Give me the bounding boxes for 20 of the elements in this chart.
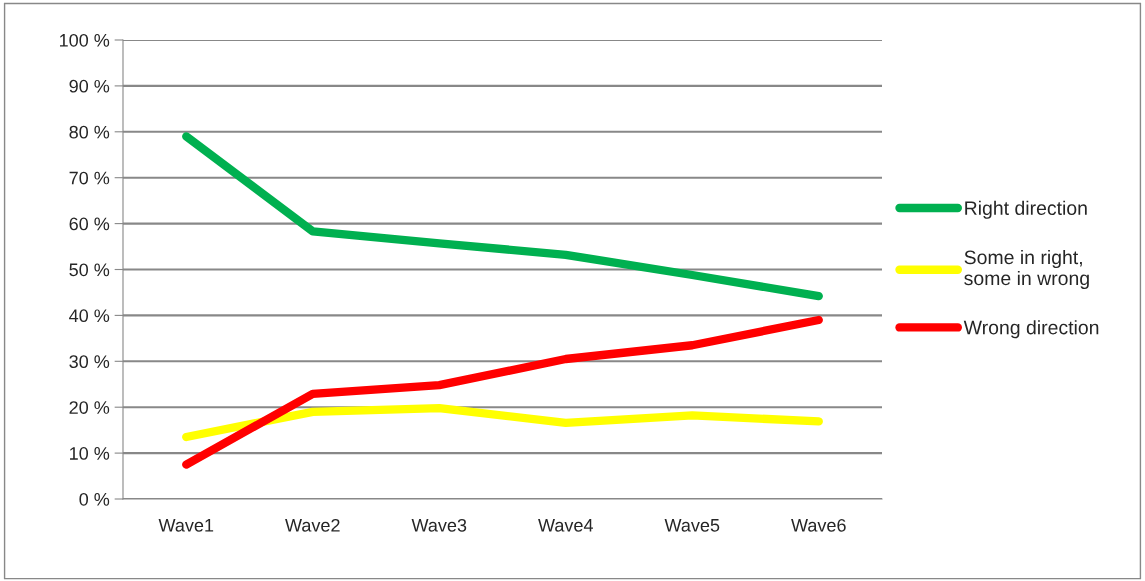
x-tick-label: Wave5 (664, 519, 720, 532)
x-tick-label: Wave2 (285, 518, 340, 532)
y-tick-label: 20 % (69, 401, 110, 414)
y-tick-label: 10 % (70, 447, 110, 460)
x-tick-label: Wave1 (158, 519, 214, 532)
y-tick-label: 30 % (69, 355, 110, 369)
y-tick-label: 80 % (69, 125, 110, 139)
x-tick-label: Wave4 (538, 519, 593, 532)
legend-label: Wrong direction (963, 320, 1099, 339)
y-tick-label: 100 % (59, 33, 110, 47)
y-tick-label: 40 % (69, 309, 110, 323)
legend-label: Right direction (965, 200, 1087, 219)
x-tick-label: Wave3 (411, 518, 467, 532)
y-tick-label: 50 % (69, 263, 110, 277)
y-tick-label: 60 % (69, 217, 110, 231)
legend-label: Some in right, some in wrong (964, 249, 1089, 290)
y-tick-label: 90 % (69, 79, 110, 93)
y-tick-label: 70 % (69, 171, 110, 185)
x-tick-label: Wave6 (791, 518, 846, 532)
y-tick-label: 0 % (79, 492, 110, 506)
